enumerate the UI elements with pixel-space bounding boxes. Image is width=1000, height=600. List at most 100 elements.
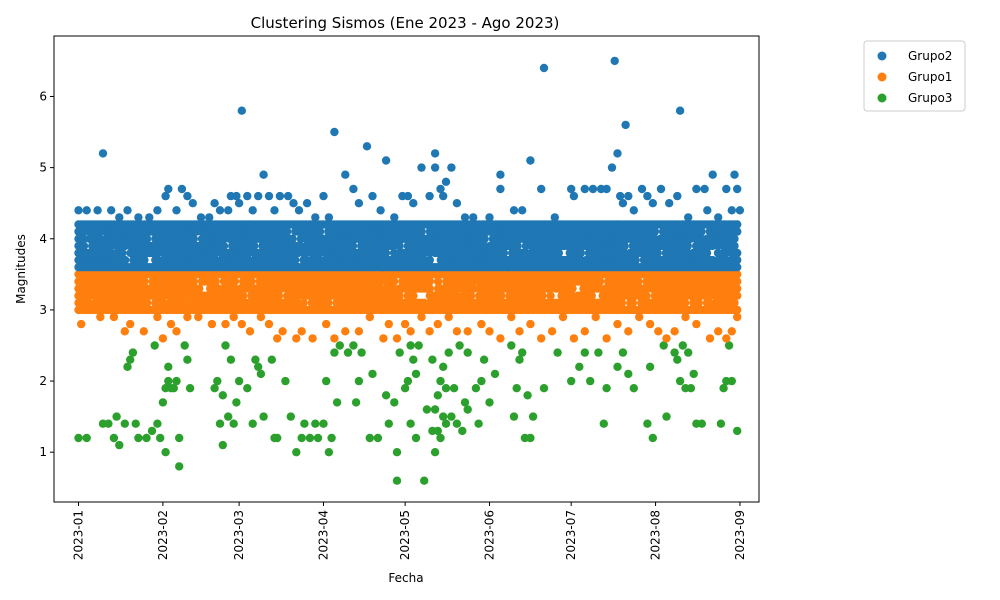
point-grupo2 [673, 191, 682, 201]
point-grupo3 [332, 398, 342, 407]
point-grupo3 [455, 341, 464, 350]
point-grupo3 [436, 376, 445, 386]
point-grupo3 [297, 433, 306, 443]
point-grupo2 [653, 248, 662, 258]
point-grupo1 [733, 284, 742, 293]
point-grupo1 [330, 334, 339, 343]
point-grupo2 [319, 191, 328, 201]
point-grupo2 [324, 213, 334, 222]
point-grupo2 [142, 234, 152, 243]
point-grupo2 [417, 227, 426, 236]
point-grupo3 [232, 398, 241, 407]
y-tick-label: 1 [39, 445, 47, 459]
point-grupo2 [496, 184, 505, 194]
point-grupo3 [602, 384, 611, 393]
point-grupo2 [485, 213, 494, 222]
point-grupo2 [618, 199, 628, 208]
x-tick-label: 2023-03 [232, 510, 246, 560]
point-grupo2 [460, 213, 470, 222]
x-tick-label: 2023-08 [649, 510, 663, 560]
point-grupo2 [684, 213, 693, 222]
point-grupo3 [172, 376, 181, 386]
point-grupo2 [107, 206, 116, 215]
point-grupo2 [616, 191, 625, 201]
point-grupo3 [123, 362, 132, 371]
point-grupo3 [662, 412, 671, 421]
point-grupo3 [384, 419, 393, 428]
point-grupo1 [515, 327, 524, 336]
point-grupo1 [602, 334, 611, 343]
x-axis: 2023-01 2023-02 2023-03 2023-04 2023-05 2023-… [71, 502, 747, 560]
point-grupo3 [414, 341, 423, 350]
point-grupo3 [349, 341, 358, 350]
point-grupo1 [569, 334, 579, 343]
point-grupo2 [518, 206, 527, 215]
legend-label-grupo1: Grupo1 [908, 70, 952, 84]
point-grupo1 [635, 312, 644, 322]
point-grupo3 [463, 405, 472, 414]
point-grupo2 [702, 248, 712, 258]
point-grupo3 [131, 419, 140, 428]
point-grupo3 [392, 476, 402, 485]
point-grupo3 [286, 412, 295, 421]
point-grupo1 [400, 319, 410, 329]
point-grupo1 [558, 312, 568, 322]
point-grupo3 [460, 398, 470, 407]
point-grupo2 [722, 184, 731, 194]
y-axis-label: Magnitudes [14, 234, 28, 304]
point-grupo3 [175, 462, 184, 471]
point-grupo2 [354, 199, 364, 208]
point-grupo1 [733, 305, 742, 315]
point-grupo1 [140, 277, 149, 286]
point-grupo2 [183, 191, 192, 201]
point-grupo1 [211, 277, 220, 286]
point-grupo1 [264, 319, 274, 329]
point-grupo2 [409, 199, 418, 208]
series-grupo1 [74, 270, 742, 343]
point-grupo2 [469, 213, 478, 222]
point-grupo2 [447, 163, 456, 172]
point-grupo1 [389, 277, 399, 286]
point-grupo3 [229, 419, 238, 428]
point-grupo3 [115, 440, 124, 450]
point-grupo1 [654, 327, 663, 336]
point-grupo2 [254, 191, 263, 201]
point-grupo3 [153, 419, 162, 428]
point-grupo1 [85, 305, 94, 315]
point-grupo3 [485, 398, 494, 407]
point-grupo2 [441, 177, 451, 186]
point-grupo2 [513, 241, 522, 251]
point-grupo3 [368, 369, 377, 379]
point-grupo1 [580, 327, 589, 336]
point-grupo3 [675, 376, 685, 386]
point-grupo2 [248, 206, 257, 215]
point-grupo2 [665, 199, 674, 208]
point-grupo2 [569, 191, 579, 201]
point-grupo3 [471, 384, 481, 393]
point-grupo2 [602, 184, 611, 194]
point-grupo1 [733, 291, 742, 300]
point-grupo3 [515, 355, 524, 364]
point-grupo3 [643, 419, 652, 428]
point-grupo3 [477, 376, 486, 386]
point-grupo2 [140, 255, 149, 265]
point-grupo3 [733, 426, 742, 436]
point-grupo3 [452, 419, 462, 428]
point-grupo1 [595, 277, 605, 286]
point-grupo3 [164, 362, 173, 371]
point-grupo3 [251, 355, 260, 364]
point-grupo3 [327, 433, 336, 443]
point-grupo3 [267, 355, 276, 364]
point-grupo3 [234, 376, 244, 386]
point-grupo2 [730, 234, 739, 243]
point-grupo3 [109, 433, 119, 443]
point-grupo2 [733, 263, 742, 272]
point-grupo3 [215, 419, 225, 428]
point-grupo3 [463, 348, 472, 357]
point-grupo2 [341, 170, 350, 179]
point-grupo1 [195, 284, 204, 293]
point-grupo2 [188, 199, 197, 208]
point-grupo3 [553, 348, 562, 357]
point-grupo2 [161, 191, 170, 201]
point-grupo3 [169, 384, 178, 393]
